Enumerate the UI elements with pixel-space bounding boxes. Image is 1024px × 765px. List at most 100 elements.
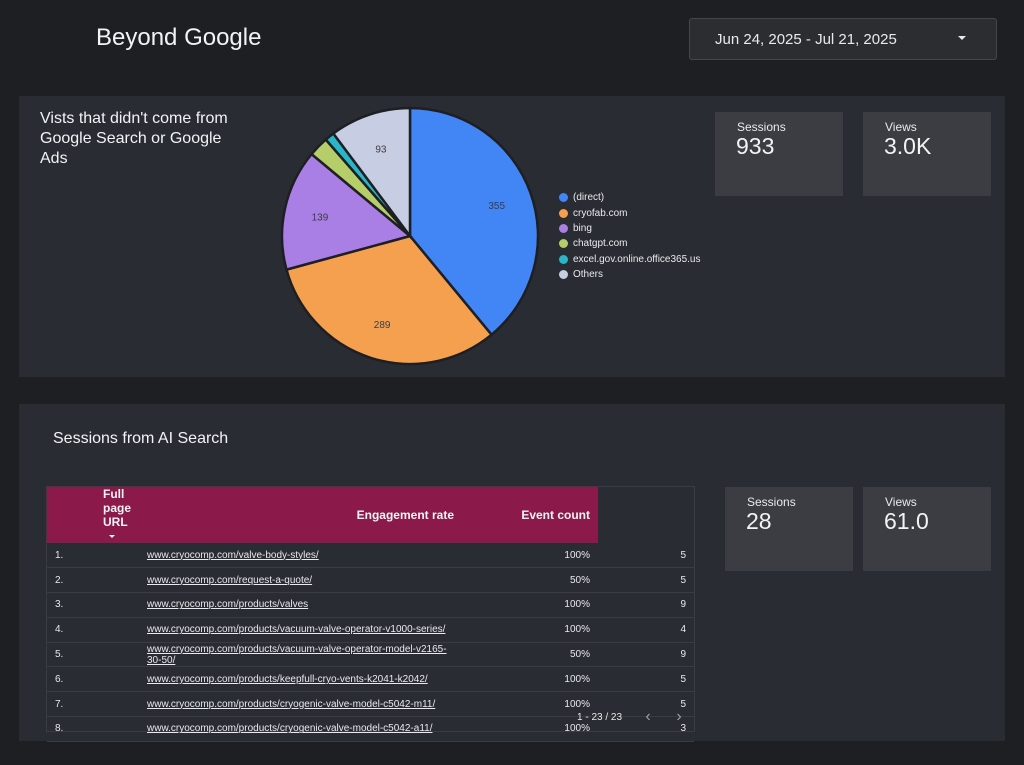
pie-slice-label: 355 xyxy=(488,201,505,212)
sessions-scorecard: Sessions 933 xyxy=(715,112,843,196)
row-event-count: 4 xyxy=(680,624,686,636)
row-index: 1. xyxy=(55,549,64,561)
ai-views-scorecard: Views 61.0 xyxy=(863,487,991,571)
legend-item[interactable]: chatgpt.com xyxy=(559,236,701,251)
pie-legend: (direct) cryofab.com bing chatgpt.com excel.… xyxy=(559,190,701,282)
row-url-cell: www.cryocomp.com/products/cryogenic-valv… xyxy=(139,717,462,742)
section-title: Sessions from AI Search xyxy=(53,430,229,447)
column-header-engagement-rate[interactable]: Engagement rate xyxy=(356,508,454,522)
pie-slice[interactable] xyxy=(284,234,494,366)
pagination-text: 1 - 23 / 23 xyxy=(577,712,623,723)
row-index: 3. xyxy=(55,599,64,611)
table-row: 2. www.cryocomp.com/request-a-quote/50% 5 xyxy=(47,568,694,593)
table-row: 3. www.cryocomp.com/products/valves 100% 9 xyxy=(47,593,694,618)
row-engagement-rate: 100% xyxy=(564,673,590,685)
row-engagement-rate: 50% xyxy=(569,649,590,661)
ai-views-value: 61.0 xyxy=(884,508,929,534)
row-event-count: 9 xyxy=(680,599,686,611)
row-event-count: 5 xyxy=(680,574,686,586)
row-url-link[interactable]: www.cryocomp.com/valve-body-styles/ xyxy=(147,549,319,561)
row-url-cell: www.cryocomp.com/valve-body-styles/ xyxy=(139,543,462,568)
legend-label: (direct) xyxy=(573,192,605,204)
row-event-count: 5 xyxy=(680,673,686,685)
row-index: 5. xyxy=(55,649,64,661)
views-label: Views xyxy=(885,120,917,134)
row-engagement-rate: 100% xyxy=(564,599,590,611)
row-index: 2. xyxy=(55,574,64,586)
table-row: 4. www.cryocomp.com/products/vacuum-valve… xyxy=(47,617,694,643)
pie-slice[interactable] xyxy=(331,106,412,240)
prev-page-icon[interactable]: ‹ xyxy=(645,708,651,725)
pie-slice-label: 139 xyxy=(312,212,329,223)
sort-desc-icon xyxy=(109,535,115,539)
row-engagement-rate: 100% xyxy=(564,624,590,636)
row-url-cell: www.cryocomp.com/products/cryogenic-valv… xyxy=(139,692,462,717)
table-row: 6. www.cryocomp.com/products/keepfull-cry… xyxy=(47,667,694,692)
legend-swatch xyxy=(559,239,568,249)
date-range-text: Jun 24, 2025 - Jul 21, 2025 xyxy=(715,30,897,48)
date-range-picker[interactable]: Jun 24, 2025 - Jul 21, 2025 xyxy=(689,18,997,60)
table-row: 8. www.cryocomp.com/products/cryogenic-va… xyxy=(47,717,694,742)
row-index: 7. xyxy=(55,698,64,710)
row-engagement-rate: 100% xyxy=(564,698,590,710)
table-row: 5. www.cryocomp.com/products/vacuum-valve… xyxy=(47,642,694,667)
next-page-icon[interactable]: › xyxy=(676,708,682,725)
row-engagement-rate: 50% xyxy=(569,574,590,586)
legend-item[interactable]: cryofab.com xyxy=(559,205,701,220)
pie-chart[interactable]: 355 289 139 93 xyxy=(270,96,550,376)
column-header-url-label: Full page URL xyxy=(103,487,132,529)
row-index: 4. xyxy=(55,624,64,636)
legend-label: cryofab.com xyxy=(573,207,628,219)
legend-swatch xyxy=(559,270,568,280)
column-header-event-count[interactable]: Event count xyxy=(521,508,590,522)
legend-label: Others xyxy=(573,269,604,281)
row-event-count: 5 xyxy=(680,549,686,561)
legend-item[interactable]: Others xyxy=(559,267,701,282)
legend-label: bing xyxy=(573,222,592,234)
legend-item[interactable]: bing xyxy=(559,221,701,236)
row-event-count: 9 xyxy=(680,649,686,661)
ai-sessions-scorecard: Sessions 28 xyxy=(725,487,853,571)
legend-item[interactable]: excel.gov.online.office365.us xyxy=(559,252,701,267)
row-event-count: 5 xyxy=(680,698,686,710)
pie-slice[interactable] xyxy=(408,106,540,337)
row-url-link[interactable]: www.cryocomp.com/products/vacuum-valve-o… xyxy=(147,643,447,666)
table-row: 1. www.cryocomp.com/valve-body-styles/100… xyxy=(47,543,694,568)
row-url-link[interactable]: www.cryocomp.com/products/keepfull-cryo-… xyxy=(147,673,428,685)
row-engagement-rate: 100% xyxy=(564,549,590,561)
sessions-label: Sessions xyxy=(737,120,786,134)
legend-swatch xyxy=(559,208,568,218)
row-url-cell: www.cryocomp.com/request-a-quote/ xyxy=(139,568,462,593)
views-scorecard: Views 3.0K xyxy=(863,112,991,196)
row-index: 8. xyxy=(55,723,64,735)
ai-sessions-value: 28 xyxy=(746,508,772,534)
pie-chart-title: Vists that didn't come from Google Searc… xyxy=(40,110,228,167)
row-url-cell: www.cryocomp.com/products/valves xyxy=(139,593,462,618)
column-header-url[interactable]: Full page URL xyxy=(47,487,139,543)
row-url-link[interactable]: www.cryocomp.com/products/valves xyxy=(147,599,309,611)
chevron-down-icon xyxy=(958,36,966,40)
table-row: 7. www.cryocomp.com/products/cryogenic-va… xyxy=(47,692,694,717)
row-url-link[interactable]: www.cryocomp.com/products/cryogenic-valv… xyxy=(147,723,433,735)
row-url-cell: www.cryocomp.com/products/keepfull-cryo-… xyxy=(139,667,462,692)
ai-views-label: Views xyxy=(885,495,917,509)
legend-swatch xyxy=(559,254,568,264)
legend-swatch xyxy=(559,193,568,203)
legend-label: chatgpt.com xyxy=(573,238,628,250)
pie-slice-label: 289 xyxy=(374,320,391,331)
views-value: 3.0K xyxy=(884,133,932,159)
row-url-cell: www.cryocomp.com/products/vacuum-valve-o… xyxy=(139,642,462,667)
row-engagement-rate: 100% xyxy=(564,723,590,735)
page-title: Beyond Google xyxy=(96,24,262,51)
pie-slice[interactable] xyxy=(280,152,413,272)
pie-slice-label: 93 xyxy=(375,145,387,156)
row-url-link[interactable]: www.cryocomp.com/request-a-quote/ xyxy=(147,574,313,586)
row-url-link[interactable]: www.cryocomp.com/products/cryogenic-valv… xyxy=(147,698,436,710)
legend-item[interactable]: (direct) xyxy=(559,190,701,205)
row-index: 6. xyxy=(55,673,64,685)
row-url-link[interactable]: www.cryocomp.com/products/vacuum-valve-o… xyxy=(147,624,446,636)
legend-label: excel.gov.online.office365.us xyxy=(573,253,701,265)
ai-search-table: Full page URL Engagement rate Event coun… xyxy=(46,486,695,742)
legend-swatch xyxy=(559,223,568,233)
sessions-value: 933 xyxy=(736,133,775,159)
